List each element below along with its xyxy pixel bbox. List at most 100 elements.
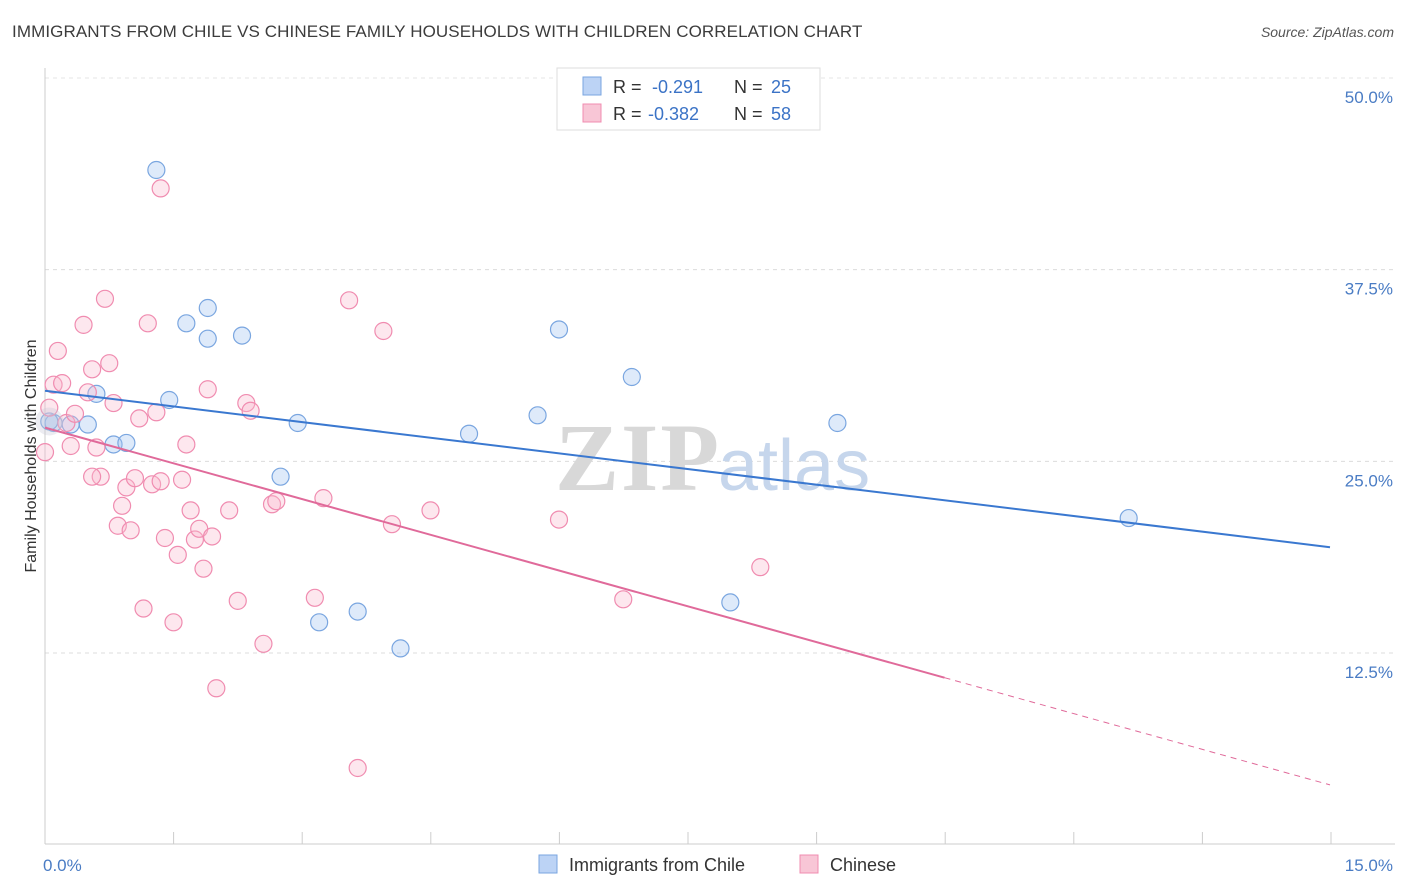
point-chile-16: [391, 639, 410, 658]
point-chinese-30: [172, 470, 192, 489]
trend-lines: [44, 389, 1331, 786]
point-chile-21: [721, 593, 740, 612]
y-tick-label-2: 37.5%: [1345, 280, 1393, 299]
bottom-legend-label-chile: Immigrants from Chile: [569, 855, 745, 875]
point-chile-22: [828, 413, 847, 433]
point-chile-17: [459, 424, 479, 443]
point-chinese-23: [138, 314, 157, 333]
point-chile-11: [117, 433, 136, 453]
point-cluster-overlap: [35, 407, 64, 436]
legend-r-label-0: R =: [613, 77, 642, 97]
watermark-atlas: atlas: [718, 426, 870, 506]
point-chinese-4: [53, 374, 72, 393]
point-chinese-20: [125, 469, 145, 488]
point-chinese-37: [202, 527, 222, 546]
point-chinese-32: [181, 501, 200, 520]
point-chile-20: [622, 367, 641, 387]
point-chinese-56: [83, 467, 102, 486]
point-chinese-1: [40, 398, 59, 417]
legend-r-label-1: R =: [613, 104, 642, 124]
point-chile-7: [198, 329, 217, 348]
point-chile-14: [310, 613, 329, 632]
legend-r-value-1: -0.382: [648, 104, 699, 124]
point-chile-15: [348, 602, 367, 621]
point-chile-8: [232, 326, 252, 345]
watermark: ZIP atlas: [555, 404, 870, 511]
point-chinese-49: [374, 321, 393, 341]
y-axis-label: Family Households with Children: [23, 340, 40, 573]
point-chinese-55: [151, 179, 170, 198]
chart-source: Source: ZipAtlas.com: [1260, 24, 1394, 40]
point-chile-9: [177, 314, 196, 333]
axes: [44, 68, 1395, 845]
point-chinese-6: [61, 436, 80, 456]
legend-n-value-0: 25: [771, 77, 791, 97]
data-points: [35, 160, 1138, 778]
point-chinese-48: [348, 758, 367, 778]
point-chinese-33: [185, 530, 205, 549]
point-chinese-52: [549, 510, 569, 529]
point-chinese-27: [155, 528, 175, 548]
point-chinese-7: [65, 404, 85, 423]
bottom-legend-swatch-chile: [538, 854, 558, 874]
x-tick-labels: 0.0% 15.0%: [43, 856, 1393, 875]
point-chinese-38: [207, 679, 226, 698]
point-chinese-53: [614, 590, 633, 609]
chart-title: IMMIGRANTS FROM CHILE VS CHINESE FAMILY …: [12, 22, 863, 41]
point-chinese-26: [151, 472, 170, 491]
legend-swatch-chile: [582, 76, 602, 96]
point-chile-6: [160, 390, 179, 410]
point-chinese-25: [147, 403, 166, 422]
legend-n-label-0: N =: [734, 77, 763, 97]
point-chinese-15: [104, 393, 123, 413]
bottom-legend-label-chinese: Chinese: [830, 855, 896, 875]
point-chinese-0: [35, 443, 55, 462]
point-chinese-28: [164, 613, 183, 632]
legend-n-label-1: N =: [734, 104, 763, 124]
point-chinese-13: [95, 289, 115, 308]
point-chinese-3: [48, 341, 67, 361]
point-chinese-51: [421, 501, 440, 520]
bottom-legend-swatch-chinese: [799, 854, 819, 874]
point-chinese-46: [314, 489, 333, 508]
point-chinese-14: [100, 354, 119, 373]
grid-lines: [45, 77, 1395, 654]
point-chile-2: [78, 415, 97, 434]
point-chinese-17: [112, 496, 132, 515]
correlation-legend: R = -0.291 N = 25 R = -0.382 N = 58: [556, 67, 821, 131]
trend-line-0: [44, 389, 1331, 549]
point-chinese-22: [134, 599, 153, 618]
watermark-zip: ZIP: [555, 404, 721, 511]
point-chile-19: [549, 320, 569, 339]
point-chinese-31: [177, 435, 196, 454]
legend-n-value-1: 58: [771, 104, 791, 124]
legend-swatch-chinese: [582, 103, 602, 123]
point-chinese-39: [220, 501, 239, 520]
point-chile-18: [528, 406, 547, 425]
point-chile-5: [147, 160, 166, 180]
point-chinese-35: [194, 559, 213, 578]
point-chinese-21: [130, 409, 149, 428]
point-chinese-43: [254, 634, 273, 653]
point-chinese-9: [78, 383, 97, 402]
series-legend: Immigrants from Chile Chinese: [538, 854, 896, 875]
point-chinese-36: [198, 380, 217, 399]
x-tick-label-1: 15.0%: [1345, 856, 1393, 875]
y-tick-labels: 12.5% 25.0% 37.5% 50.0%: [1345, 88, 1393, 682]
point-chinese-8: [74, 315, 93, 334]
point-chile-12: [271, 467, 290, 486]
y-tick-label-1: 25.0%: [1345, 471, 1393, 490]
y-tick-label-3: 50.0%: [1345, 88, 1393, 107]
point-chinese-19: [121, 521, 140, 540]
point-chinese-47: [340, 291, 359, 310]
point-chinese-54: [751, 558, 770, 577]
point-chinese-10: [83, 360, 102, 379]
x-tick-label-0: 0.0%: [43, 856, 82, 875]
legend-r-value-0: -0.291: [652, 77, 703, 97]
point-chinese-40: [228, 591, 247, 610]
point-chinese-45: [305, 588, 324, 607]
trend-line-1: [44, 426, 945, 679]
point-chinese-29: [168, 545, 187, 564]
point-chinese-57: [267, 492, 286, 511]
